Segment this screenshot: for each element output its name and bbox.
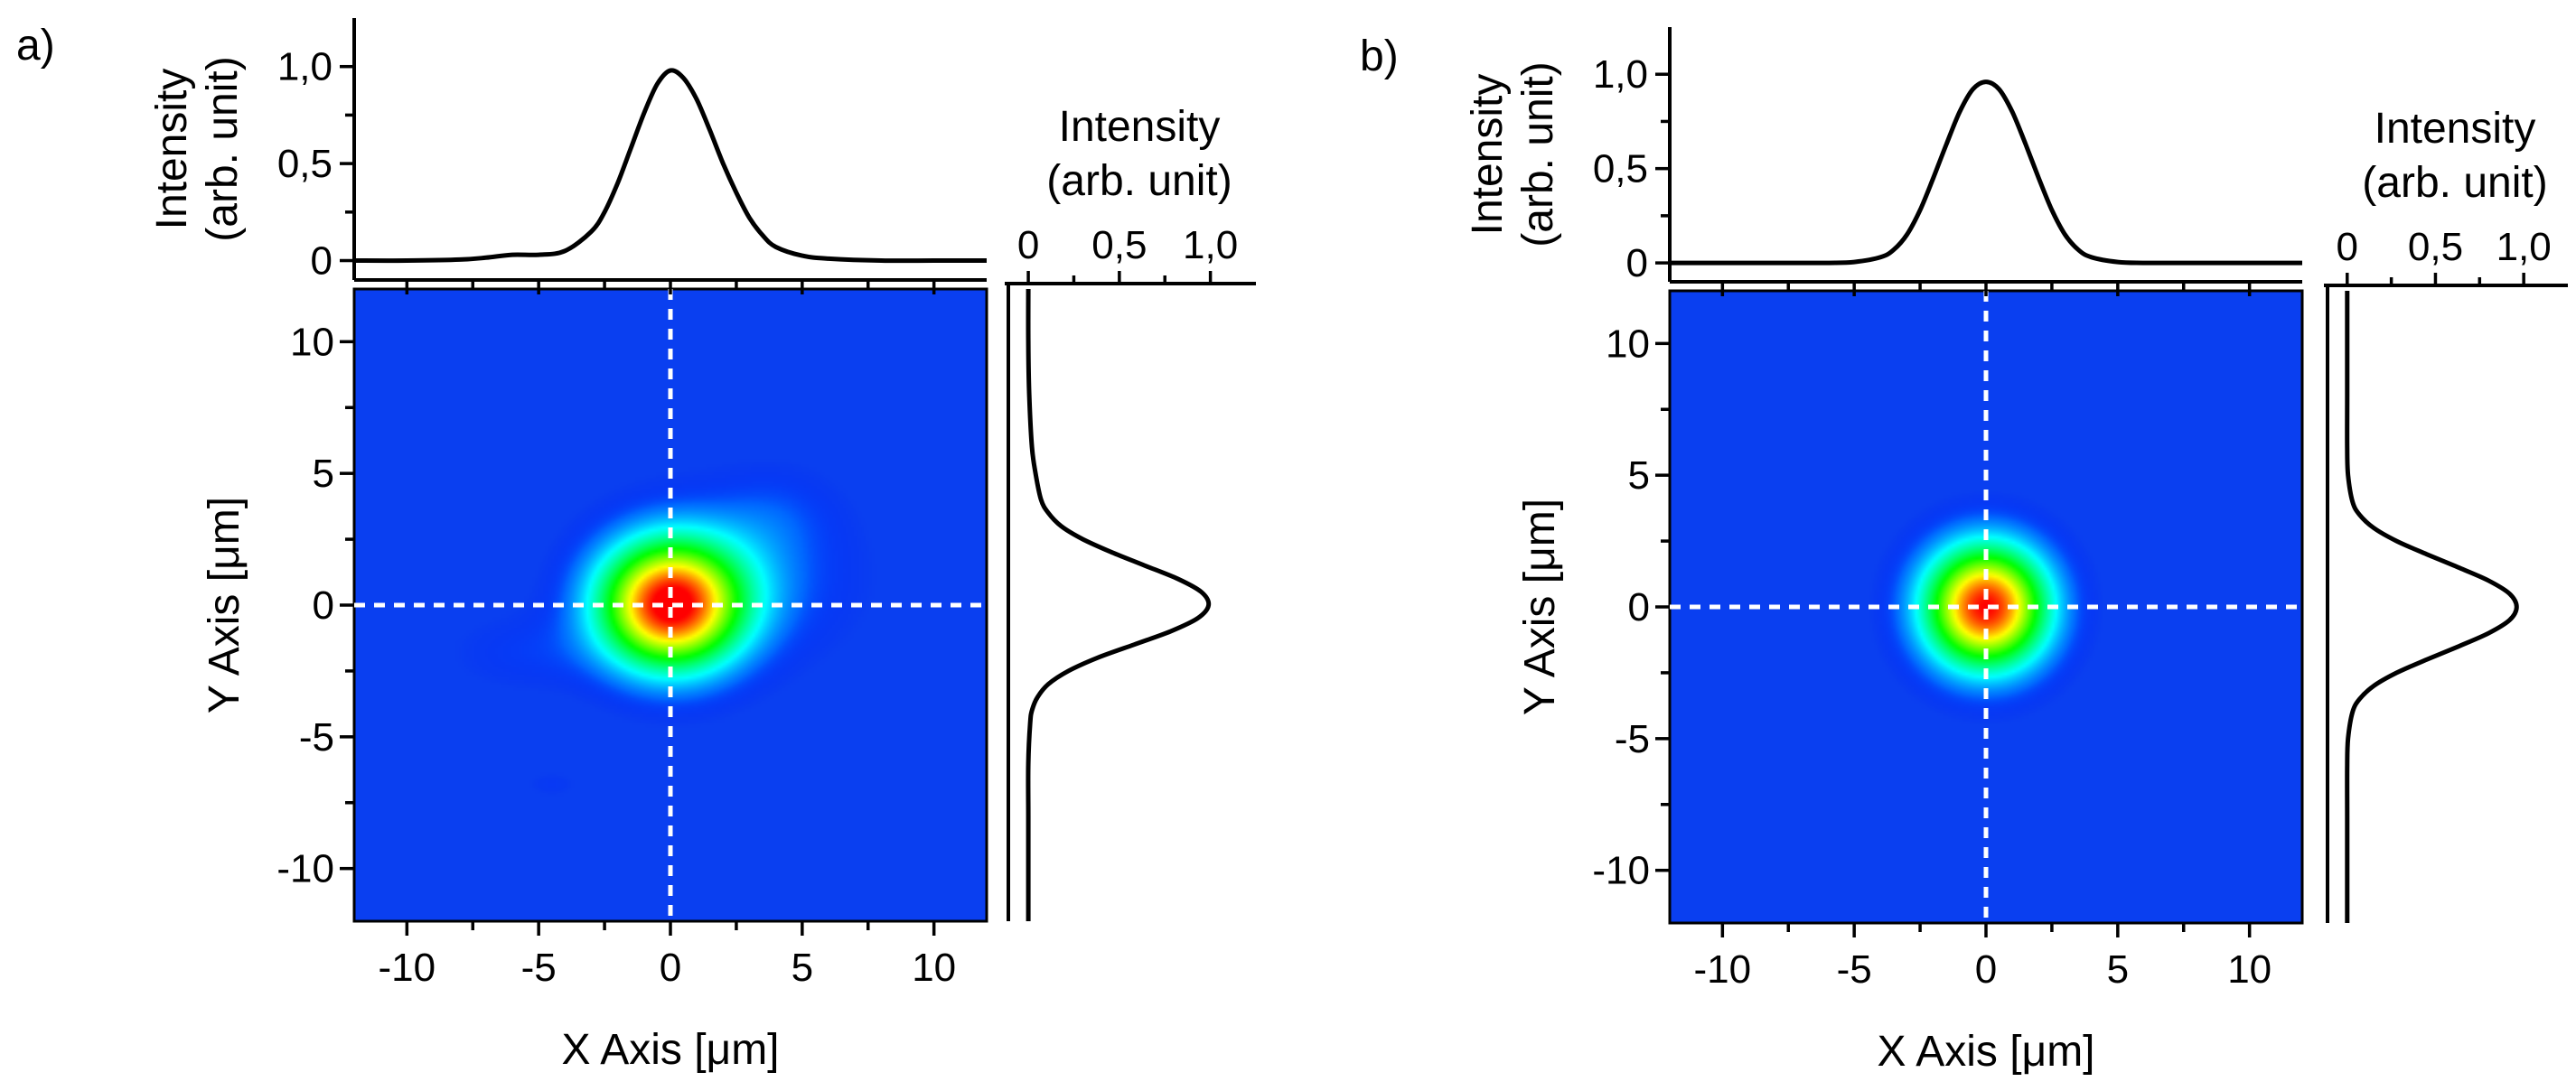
y-axis-title: Y Axis [μm]	[1516, 499, 1564, 715]
panel-a: a) -10 -5 0 5 10 -10 -5 0 5 10 X Axis [μm] Y Axis [μ…	[16, 18, 1256, 1074]
x-tick-label: -5	[521, 946, 557, 990]
top-profile-y-title-line1: Intensity	[1464, 74, 1512, 236]
x-tick-label: -5	[1837, 947, 1872, 992]
top-profile-y-title: Intensity(arb. unit)	[1464, 61, 1562, 247]
y-tick-label: 10	[290, 320, 334, 364]
x-tick-label: 10	[2227, 947, 2272, 992]
x-tick-label: 0	[660, 946, 681, 990]
top-profile-y-tick-label: 1,0	[277, 45, 333, 89]
y-axis-title: Y Axis [μm]	[201, 497, 248, 713]
y-tick-label: -5	[1615, 717, 1650, 761]
top-profile-y-title: Intensity(arb. unit)	[148, 56, 247, 241]
y-tick-label: 5	[313, 452, 334, 496]
x-axis-title: X Axis [μm]	[1877, 1028, 2094, 1076]
x-tick-label: -10	[1694, 947, 1752, 992]
side-profile-title-line1: Intensity	[2375, 105, 2536, 153]
side-profile-x-tick-label: 1,0	[2496, 225, 2552, 269]
side-profile-x-tick-label: 0,5	[1091, 223, 1147, 267]
x-tick-label: 5	[2107, 947, 2129, 992]
x-tick-label: 10	[912, 946, 956, 990]
x-axis-title: X Axis [μm]	[561, 1026, 779, 1074]
y-tick-label: -10	[276, 847, 334, 891]
y-tick-label: 0	[1628, 585, 1650, 629]
y-profile-curve	[1026, 288, 1212, 921]
top-profile-y-tick-label: 0,5	[1593, 147, 1648, 191]
x-profile-curve	[353, 68, 987, 264]
side-profile-x-tick-label: 0	[2337, 225, 2358, 269]
panel-b: b) -10 -5 0 5 10 -10 -5 0 5 10 X Axis [μm] Y Axis [μ…	[1360, 27, 2568, 1076]
x-tick-label: 5	[792, 946, 813, 990]
side-profile-x-tick-label: 0,5	[2408, 225, 2463, 269]
x-profile-curve	[1670, 79, 2302, 266]
top-profile-y-tick-label: 0,5	[277, 142, 333, 186]
y-tick-label: -5	[299, 715, 334, 760]
side-profile-title-line2: (arb. unit)	[2362, 159, 2547, 207]
x-tick-label: 0	[1975, 947, 1997, 992]
y-tick-label: 10	[1606, 322, 1650, 366]
panel-label: b)	[1360, 33, 1399, 80]
side-profile-title-line2: (arb. unit)	[1046, 157, 1232, 205]
y-tick-label: 0	[313, 583, 334, 628]
top-profile-y-tick-label: 1,0	[1593, 52, 1648, 97]
top-profile-y-title-line2: (arb. unit)	[1514, 61, 1562, 247]
x-tick-label: -10	[379, 946, 436, 990]
top-profile-y-title-line2: (arb. unit)	[199, 56, 247, 241]
top-profile-y-tick-label: 0	[311, 239, 333, 284]
side-profile-x-tick-label: 1,0	[1183, 223, 1238, 267]
side-profile-x-tick-label: 0	[1017, 223, 1039, 267]
y-tick-label: 5	[1628, 453, 1650, 498]
panel-label: a)	[16, 22, 55, 70]
y-tick-label: -10	[1592, 849, 1650, 893]
y-profile-curve	[2345, 291, 2519, 923]
top-profile-y-title-line1: Intensity	[148, 69, 196, 230]
side-profile-title-line1: Intensity	[1059, 103, 1221, 151]
top-profile-y-tick-label: 0	[1626, 241, 1648, 285]
